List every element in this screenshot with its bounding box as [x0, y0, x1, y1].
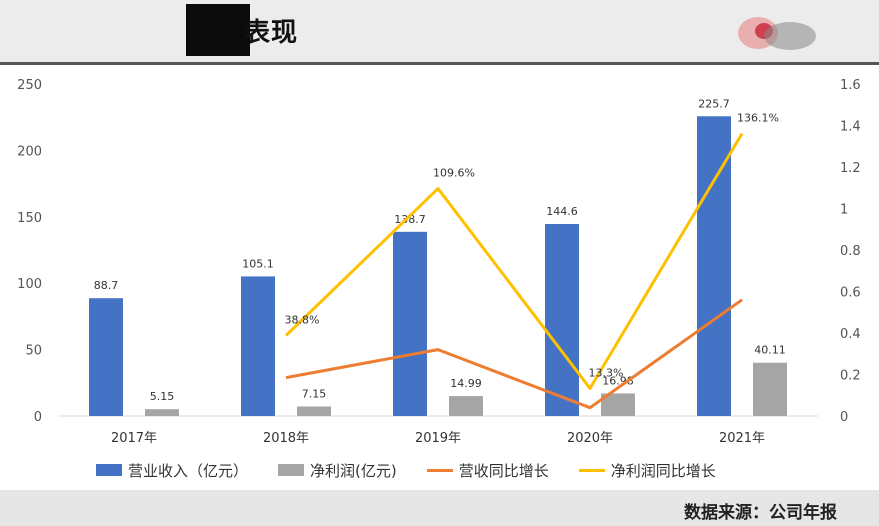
legend-swatch-profit: [278, 464, 305, 476]
line-revenue-growth: [285, 298, 743, 410]
y2-tick-label: 1.4: [840, 120, 861, 135]
chart-legend: 营业收入（亿元） 净利润(亿元) 营收同比增长 净利润同比增长: [96, 458, 716, 482]
data-label-profit-growth: 13.3%: [589, 366, 624, 379]
y-tick-label: 250: [17, 78, 42, 93]
combo-chart: 0 50 100 150 200 250 0 0.2 0.4 0.6 0.8 1 1.2 1.4 1.6 88…: [17, 78, 861, 446]
data-label-profit: 16.98: [602, 374, 634, 387]
data-label-profit-growth: 38.8%: [285, 313, 320, 326]
data-source: 数据来源：公司年报: [684, 503, 837, 523]
data-label-profit: 5.15: [150, 390, 175, 403]
data-label-profit: 14.99: [450, 377, 482, 390]
y2-tick-label: 1.2: [840, 161, 861, 176]
redacted-block: [186, 4, 250, 56]
y-tick-label: 0: [34, 410, 42, 425]
bar-profit: [297, 406, 331, 416]
y2-tick-label: 0.6: [840, 286, 861, 301]
header-divider: [0, 62, 879, 65]
y2-tick-label: 0.2: [840, 369, 861, 384]
data-label-revenue: 144.6: [546, 205, 578, 218]
data-label-profit: 40.11: [754, 344, 786, 357]
y-tick-label: 100: [17, 277, 42, 292]
page-title: 表现: [244, 18, 299, 48]
y-tick-label: 50: [25, 344, 42, 359]
data-label-profit-growth: 136.1%: [737, 112, 779, 125]
x-tick-label: 2017年: [111, 431, 157, 446]
legend-label-revenue: 营业收入（亿元）: [128, 461, 249, 480]
bar-profit: [601, 393, 635, 416]
header-bar: 表现: [0, 0, 879, 64]
y2-tick-label: 0.4: [840, 327, 861, 342]
x-tick-label: 2019年: [415, 431, 461, 446]
legend-swatch-profit-growth: [578, 468, 605, 472]
bar-profit: [145, 409, 179, 416]
y-tick-label: 150: [17, 211, 42, 226]
legend-item-profit-growth: 净利润同比增长: [578, 460, 716, 481]
x-tick-label: 2020年: [567, 431, 613, 446]
bar-revenue: [697, 116, 731, 417]
y2-tick-label: 1.6: [840, 78, 861, 93]
legend-item-revenue-growth: 营收同比增长: [426, 460, 549, 481]
y2-tick-label: 0: [840, 410, 848, 425]
x-tick-label: 2018年: [263, 431, 309, 446]
data-label-revenue: 105.1: [242, 257, 274, 270]
y-tick-label: 200: [17, 144, 42, 159]
x-tick-label: 2021年: [719, 431, 765, 446]
data-label-profit-growth: 109.6%: [433, 167, 475, 180]
line-profit-growth: [284, 132, 744, 390]
logo-icon: [738, 17, 816, 50]
legend-item-revenue: 营业收入（亿元）: [96, 460, 248, 481]
legend-swatch-revenue-growth: [426, 468, 453, 472]
y2-tick-label: 1: [840, 203, 848, 218]
legend-swatch-revenue: [96, 464, 122, 476]
bar-revenue: [545, 223, 579, 416]
bar-revenue: [241, 276, 275, 416]
legend-label-profit-growth: 净利润同比增长: [610, 461, 716, 480]
y2-tick-label: 0.8: [840, 244, 861, 259]
bar-revenue: [393, 231, 427, 416]
legend-item-profit: 净利润(亿元): [278, 460, 397, 481]
data-label-revenue: 225.7: [698, 97, 730, 110]
bar-revenue: [89, 298, 123, 416]
legend-label-revenue-growth: 营收同比增长: [458, 461, 549, 480]
footer-bar: 数据来源：公司年报: [0, 490, 879, 526]
data-label-revenue: 88.7: [94, 279, 119, 292]
legend-label-profit: 净利润(亿元): [310, 461, 397, 480]
bar-profit: [449, 396, 483, 416]
data-label-profit: 7.15: [302, 388, 327, 401]
bar-profit: [753, 362, 787, 416]
